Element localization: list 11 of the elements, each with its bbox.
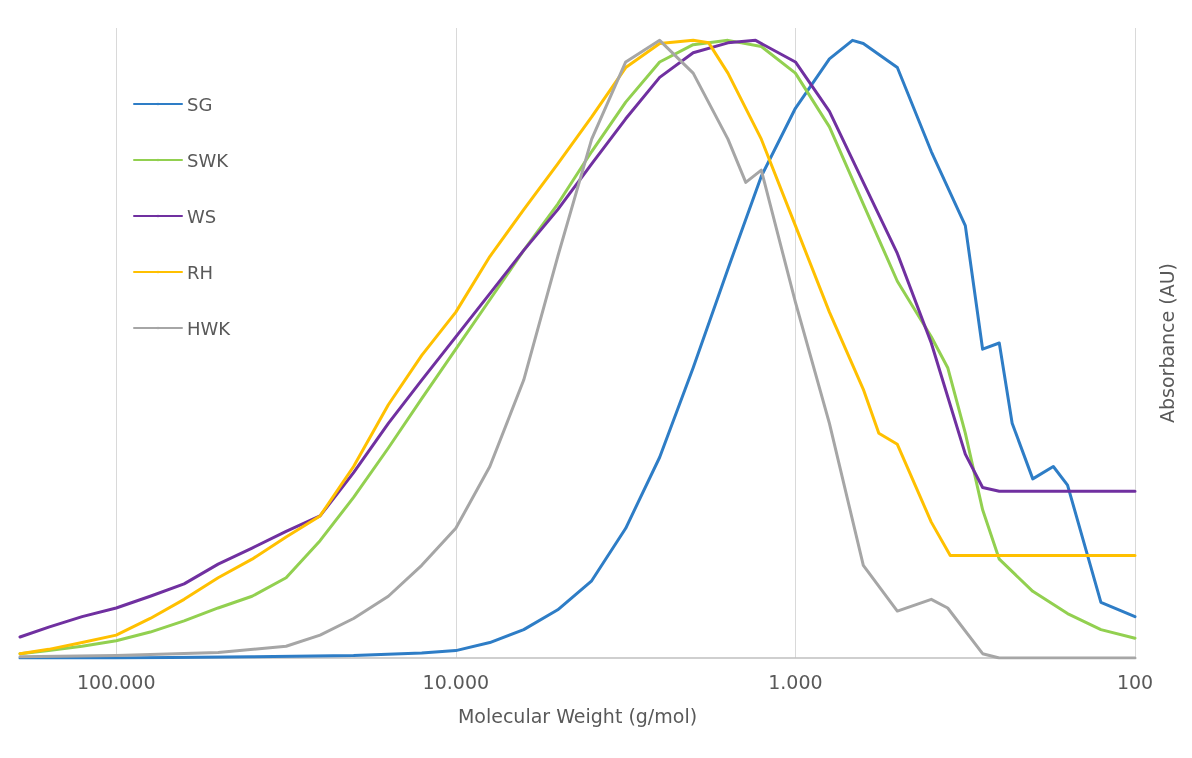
legend-label: SWK (187, 149, 230, 171)
legend-label: HWK (187, 317, 232, 339)
legend-label: RH (187, 261, 214, 283)
x-tick-label: 100.000 (76, 670, 156, 693)
x-axis-title: Molecular Weight (g/mol) (457, 704, 698, 727)
x-tick-label: 1.000 (768, 670, 823, 693)
x-tick-label: 10.000 (422, 670, 490, 693)
legend-label: WS (187, 205, 217, 227)
y-axis-title: Absorbance (AU) (1155, 262, 1178, 424)
legend-label: SG (187, 93, 213, 115)
x-tick-label: 100 (1116, 670, 1154, 693)
